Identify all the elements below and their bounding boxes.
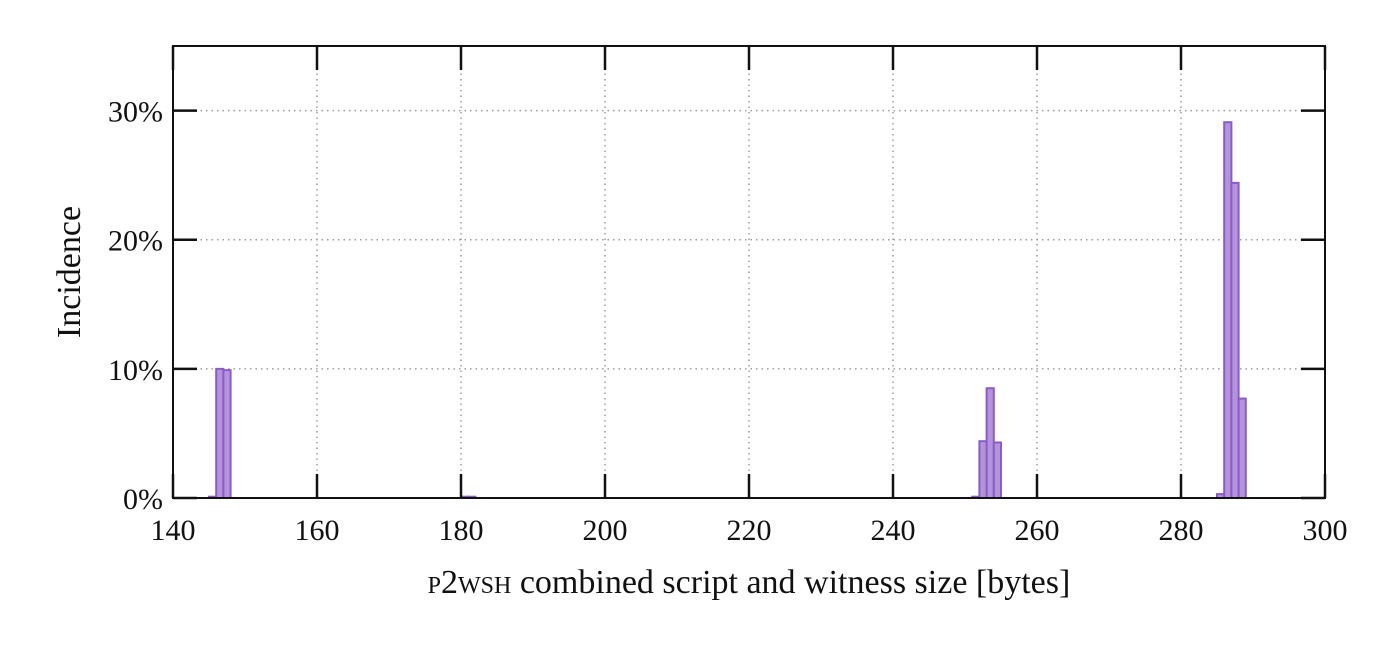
x-tick-label: 300: [1303, 514, 1348, 547]
x-tick-label: 240: [871, 514, 916, 547]
y-axis-label: Incidence: [51, 206, 88, 338]
histogram-bar: [1230, 181, 1240, 500]
x-axis-label-smallcaps: p2wsh: [428, 564, 512, 601]
y-tick-label: 20%: [108, 225, 163, 258]
x-tick-label: 280: [1159, 514, 1204, 547]
histogram-bar: [985, 387, 995, 500]
grid-lines: [173, 46, 1325, 498]
y-tick-label: 30%: [108, 96, 163, 129]
histogram-bar: [992, 441, 1002, 499]
x-tick-label: 220: [727, 514, 772, 547]
y-tick-label: 10%: [108, 354, 163, 387]
y-tick-label: 0%: [123, 483, 163, 516]
histogram-bar: [1237, 397, 1247, 499]
histogram-bar: [222, 369, 232, 499]
x-tick-label: 180: [439, 514, 484, 547]
x-tick-label: 160: [295, 514, 340, 547]
x-axis-label: p2wsh combined script and witness size […: [428, 564, 1071, 601]
x-tick-label: 260: [1015, 514, 1060, 547]
x-tick-label: 200: [583, 514, 628, 547]
x-tick-labels: 140 160 180 200 220 240 260 280 300: [151, 514, 1348, 547]
y-tick-labels: 0% 10% 20% 30%: [108, 96, 163, 516]
x-tick-label: 140: [151, 514, 196, 547]
histogram-bar: [978, 440, 988, 500]
histogram-bars: [208, 121, 1247, 500]
plot-frame: [172, 45, 1326, 499]
histogram-bar: [1223, 121, 1233, 500]
x-axis-label-rest: combined script and witness size [bytes]: [511, 564, 1070, 601]
histogram-bar: [215, 367, 225, 499]
